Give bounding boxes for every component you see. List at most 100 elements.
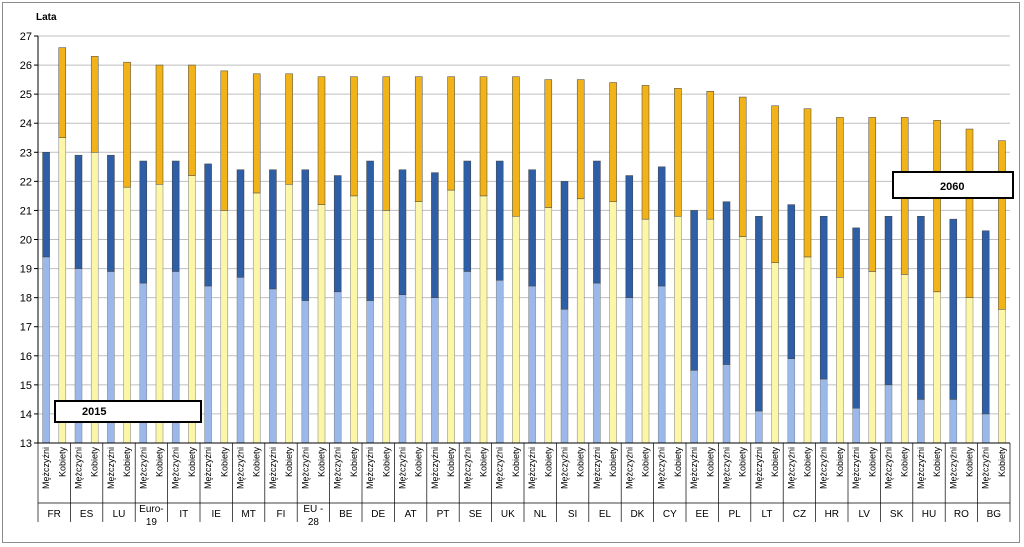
bar-men-2060 <box>949 218 958 400</box>
bar-women-2015 <box>252 192 261 444</box>
x-label-women: Kobiety <box>738 447 748 478</box>
bar-women-2015 <box>738 236 747 444</box>
y-tick-label: 16 <box>20 351 32 363</box>
bar-women-2015 <box>998 309 1006 444</box>
bar-men-2060 <box>755 215 763 412</box>
x-label-women: Kobiety <box>511 447 521 478</box>
bar-men-2060 <box>722 201 731 365</box>
bar-women-2015 <box>576 198 585 444</box>
bar-men-2015 <box>755 410 763 444</box>
x-label-women: Kobiety <box>770 447 780 478</box>
bar-men-2060 <box>333 175 342 293</box>
x-axis: Mężczyźni Kobiety FR Mężczyźni Kobiety ES Mężc… <box>37 442 1011 528</box>
bar-men-2015 <box>495 279 504 444</box>
x-label-women: Kobiety <box>965 447 975 478</box>
country-label: AT <box>405 509 417 520</box>
bar-men-2060 <box>107 154 115 272</box>
bar-women-2015 <box>836 277 844 444</box>
bar-men-2015 <box>301 300 310 444</box>
bar-women-2060 <box>512 76 520 217</box>
x-label-men: Mężczyźni <box>268 447 278 489</box>
country-label: EU -28 <box>303 504 323 528</box>
country-label: HU <box>922 509 936 520</box>
x-label-men: Mężczyźni <box>138 447 148 489</box>
x-label-men: Mężczyźni <box>819 447 829 489</box>
y-axis-title: Lata <box>36 12 57 23</box>
bar-men-2060 <box>852 227 860 409</box>
bar-men-2015 <box>722 364 731 444</box>
bar-women-2060 <box>447 76 455 191</box>
bar-women-2060 <box>220 70 229 211</box>
bar-women-2015 <box>414 201 423 444</box>
bar-women-2015 <box>90 152 99 444</box>
y-tick-label: 15 <box>20 380 32 392</box>
bar-women-2060 <box>706 90 715 220</box>
y-tick-label: 20 <box>20 235 32 247</box>
bar-women-2060 <box>155 64 164 185</box>
bar-men-2060 <box>917 215 925 400</box>
bar-women-2015 <box>803 256 812 444</box>
bar-women-2015 <box>900 274 909 444</box>
bar-women-2060 <box>350 76 358 197</box>
bar-men-2060 <box>495 160 504 281</box>
bar-men-2015 <box>560 309 569 444</box>
x-label-women: Kobiety <box>900 447 910 478</box>
bar-women-2060 <box>188 64 196 176</box>
country-label: CZ <box>793 509 806 520</box>
bar-men-2060 <box>981 230 990 415</box>
x-label-women: Kobiety <box>997 447 1007 478</box>
bar-men-2015 <box>981 413 990 444</box>
x-label-men: Mężczyźni <box>495 447 505 489</box>
country-label: Euro-19 <box>139 504 163 528</box>
bar-men-2060 <box>787 204 796 359</box>
x-label-women: Kobiety <box>414 447 424 478</box>
bar-men-2060 <box>74 154 83 269</box>
country-label: PL <box>728 509 741 520</box>
y-tick-label: 25 <box>20 89 32 101</box>
bar-women-2060 <box>674 88 682 217</box>
bar-men-2015 <box>42 256 50 444</box>
x-label-men: Mężczyźni <box>203 447 213 489</box>
bar-women-2060 <box>576 79 585 200</box>
x-label-women: Kobiety <box>803 447 813 478</box>
y-tick-label: 13 <box>20 438 32 450</box>
y-tick-label: 18 <box>20 293 32 305</box>
bar-women-2015 <box>674 215 682 444</box>
x-label-women: Kobiety <box>381 447 391 478</box>
bar-men-2015 <box>366 300 374 444</box>
x-label-women: Kobiety <box>835 447 845 478</box>
bar-men-2060 <box>269 169 277 290</box>
y-tick-label: 27 <box>20 31 32 43</box>
bar-women-2060 <box>641 85 650 220</box>
bar-women-2060 <box>123 61 131 188</box>
country-label: IE <box>211 509 221 520</box>
bar-women-2060 <box>998 140 1006 310</box>
bar-women-2060 <box>965 128 974 298</box>
y-tick-label: 26 <box>20 60 32 72</box>
bar-men-2060 <box>431 172 439 298</box>
bar-men-2060 <box>528 169 536 287</box>
y-axis: 13 14 15 16 17 18 19 20 21 22 23 24 25 26 27 <box>20 31 39 450</box>
x-label-men: Mężczyźni <box>786 447 796 489</box>
bar-men-2060 <box>366 160 374 301</box>
y-tick-label: 24 <box>20 118 32 130</box>
annotation-2015-label: 2015 <box>82 406 106 418</box>
x-label-women: Kobiety <box>317 447 327 478</box>
country-label: SI <box>568 509 577 520</box>
bar-women-2060 <box>414 76 423 202</box>
bar-men-2015 <box>269 288 277 444</box>
country-label: SE <box>469 509 483 520</box>
annotation-2060-label: 2060 <box>940 181 964 193</box>
x-label-women: Kobiety <box>543 447 553 478</box>
x-label-men: Mężczyźni <box>689 447 699 489</box>
x-label-men: Mężczyźni <box>948 447 958 489</box>
bar-women-2015 <box>641 218 650 444</box>
bar-women-2060 <box>738 96 747 237</box>
bar-men-2060 <box>139 160 148 284</box>
country-label: DE <box>371 509 385 520</box>
country-label: SK <box>890 509 904 520</box>
bar-men-2015 <box>787 358 796 444</box>
y-tick-label: 21 <box>20 205 32 217</box>
